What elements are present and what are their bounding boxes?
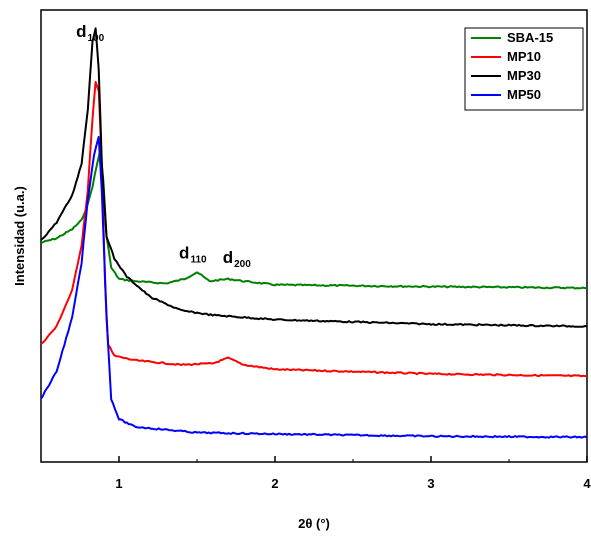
peak-label-base: d: [179, 244, 189, 263]
x-tick-label-3: 3: [427, 476, 434, 491]
peak-label-d110: d 110: [179, 244, 207, 266]
legend-label-sba-15: SBA-15: [507, 30, 553, 45]
legend-label-mp10: MP10: [507, 49, 541, 64]
peak-label-sub: 110: [190, 255, 207, 266]
series-line-sba-15: [41, 150, 587, 288]
peak-label-d100: d 100: [76, 22, 105, 44]
peak-label-sub: 200: [234, 259, 251, 270]
legend: SBA-15 MP10 MP30 MP50: [465, 28, 583, 110]
y-axis-title: Intensidad (u.a.): [12, 186, 27, 286]
legend-label-mp50: MP50: [507, 87, 541, 102]
series-line-mp10: [41, 82, 587, 376]
peak-label-d200: d 200: [223, 248, 252, 270]
x-tick-label-2: 2: [271, 476, 278, 491]
x-tick-label-4: 4: [583, 476, 591, 491]
peak-label-sub: 100: [87, 33, 104, 44]
x-axis-title: 2θ (°): [298, 516, 330, 531]
legend-label-mp30: MP30: [507, 68, 541, 83]
x-tick-label-1: 1: [115, 476, 122, 491]
peak-label-base: d: [76, 22, 86, 41]
peak-label-base: d: [223, 248, 233, 267]
